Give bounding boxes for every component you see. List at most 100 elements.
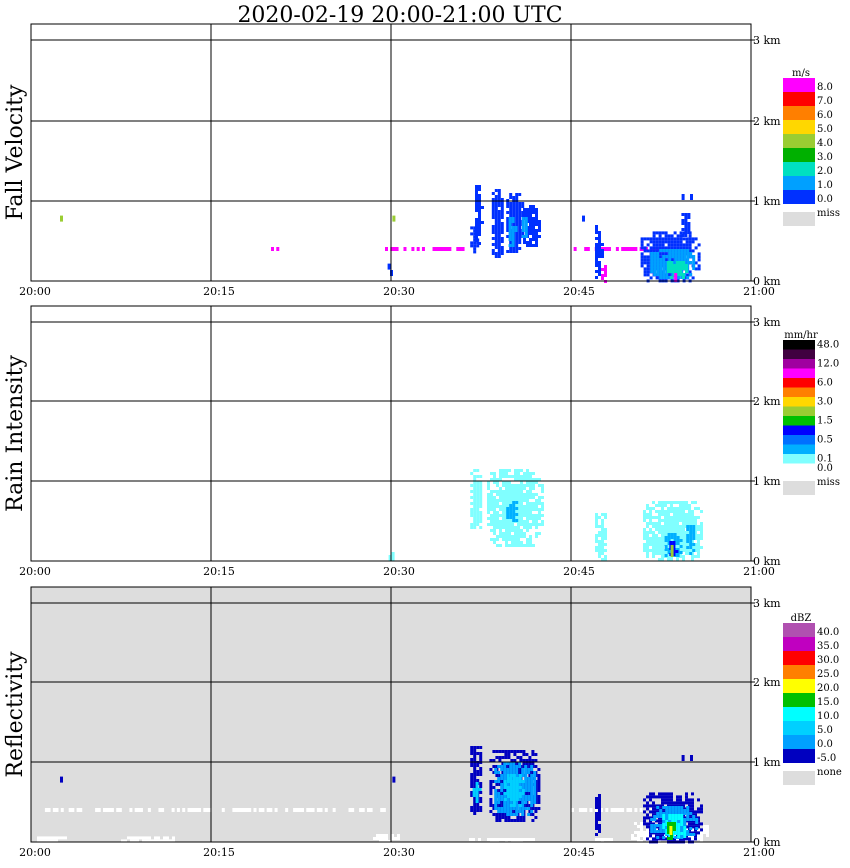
echo-pixel — [697, 534, 700, 537]
echo-pixel — [529, 472, 532, 475]
echo-pixel — [506, 771, 510, 774]
echo-pixel — [509, 771, 513, 774]
echo-pixel — [538, 484, 541, 487]
echo-pixel — [491, 243, 495, 246]
echo-pixel — [691, 807, 694, 811]
echo-pixel — [537, 780, 541, 783]
echo-pixel — [512, 792, 516, 795]
echo-pixel — [501, 762, 505, 765]
echo-pixel — [512, 507, 516, 510]
echo-pixel — [665, 827, 669, 830]
echo-pixel — [655, 525, 658, 528]
echo-pixel — [662, 826, 666, 829]
echo-pixel — [686, 818, 690, 821]
echo-pixel — [68, 808, 72, 812]
echo-pixel — [388, 558, 392, 561]
echo-pixel — [475, 233, 478, 236]
echo-pixel — [658, 543, 661, 546]
echo-pixel — [682, 513, 685, 516]
echo-pixel — [694, 537, 697, 540]
echo-pixel — [671, 817, 675, 820]
echo-pixel — [502, 481, 505, 484]
echo-pixel — [367, 808, 370, 812]
echo-pixel — [598, 252, 601, 255]
echo-pixel — [688, 810, 691, 814]
echo-pixel — [530, 795, 534, 798]
echo-pixel — [493, 529, 496, 532]
echo-pixel — [276, 247, 280, 251]
echo-pixel — [527, 795, 531, 798]
echo-pixel — [664, 798, 667, 802]
echo-pixel — [700, 834, 703, 837]
echo-pixel — [518, 247, 522, 250]
echo-cell — [475, 185, 484, 245]
echo-pixel — [516, 756, 520, 759]
echo-pixel — [493, 478, 496, 481]
echo-pixel — [535, 220, 538, 223]
echo-pixel — [505, 472, 508, 475]
echo-pixel — [475, 788, 479, 791]
echo-pixel — [694, 549, 697, 552]
echo-pixel — [508, 544, 511, 547]
echo-pixel — [479, 758, 483, 761]
echo-pixel — [523, 475, 526, 478]
echo-pixel — [649, 249, 653, 253]
echo-pixel — [476, 244, 480, 248]
echo-pixel — [646, 522, 649, 525]
echo-pixel — [497, 240, 501, 243]
echo-pixel — [662, 806, 666, 809]
echo-pixel — [526, 493, 529, 496]
echo-pixel — [473, 238, 477, 242]
legend-swatch — [783, 387, 815, 397]
echo-pixel — [512, 211, 516, 214]
echo-pixel — [689, 261, 693, 264]
echo-pixel — [684, 225, 688, 228]
echo-pixel — [649, 540, 652, 543]
echo-pixel — [505, 541, 508, 544]
echo-pixel — [479, 770, 483, 773]
echo-pixel — [476, 493, 480, 496]
echo-pixel — [652, 540, 655, 543]
echo-pixel — [679, 801, 682, 805]
echo-pixel — [502, 496, 505, 499]
echo-pixel — [697, 507, 700, 510]
echo-pixel — [519, 819, 523, 822]
echo-pixel — [682, 549, 685, 552]
echo-pixel — [681, 234, 685, 237]
echo-pixel — [691, 798, 694, 802]
echo-pixel — [505, 469, 508, 472]
echo-pixel — [517, 469, 520, 472]
echo-pixel — [652, 549, 655, 552]
echo-pixel — [508, 226, 512, 229]
echo-pixel — [518, 211, 522, 214]
echo-pixel — [512, 208, 516, 211]
echo-pixel — [649, 240, 653, 244]
echo-pixel — [655, 834, 658, 838]
echo-pixel — [677, 814, 681, 817]
echo-pixel — [662, 273, 666, 276]
echo-pixel — [652, 237, 656, 241]
echo-pixel — [653, 264, 657, 267]
echo-pixel — [691, 546, 694, 549]
echo-pixel — [676, 501, 679, 504]
echo-pixel — [520, 499, 523, 502]
echo-pixel — [493, 520, 496, 523]
echo-pixel — [508, 526, 511, 529]
echo-pixel — [476, 746, 480, 749]
echo-pixel — [269, 808, 273, 812]
echo-pixel — [598, 803, 601, 806]
echo-pixel — [515, 220, 519, 223]
echo-pixel — [500, 810, 504, 813]
echo-pixel — [643, 546, 646, 549]
legend-swatch — [783, 176, 815, 190]
echo-pixel — [527, 768, 531, 771]
echo-pixel — [661, 810, 664, 814]
echo-pixel — [673, 531, 676, 534]
echo-pixel — [653, 273, 657, 276]
echo-pixel — [520, 475, 523, 478]
legend-swatch — [783, 623, 815, 637]
echo-pixel — [535, 478, 538, 481]
echo-pixel — [529, 544, 532, 547]
echo-pixel — [481, 221, 484, 224]
echo-pixel — [154, 836, 157, 840]
